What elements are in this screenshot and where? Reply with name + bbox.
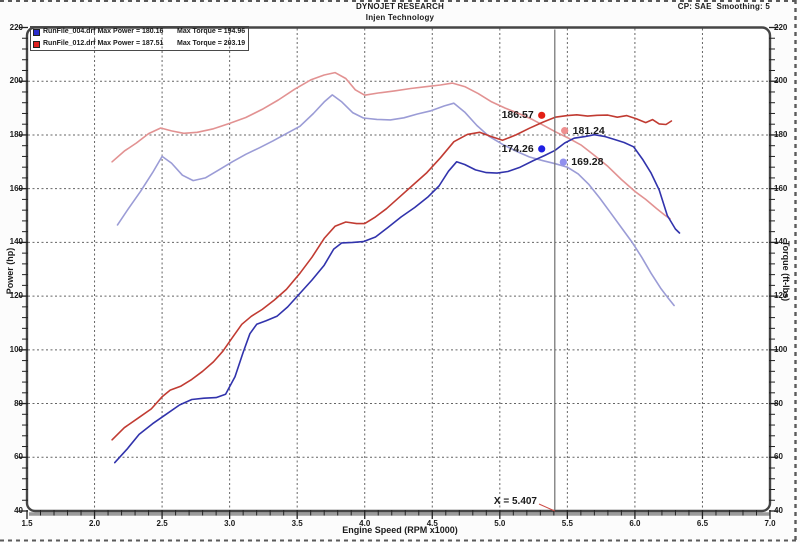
left-axis-tick-40: 40 xyxy=(14,506,23,515)
legend-entry-runfile-012[interactable]: RunFile_012.drf Max Power = 187.51 Max T… xyxy=(31,40,248,51)
readout-torque-blue: 169.28 xyxy=(571,156,604,169)
readout-torque-red: 181.24 xyxy=(572,124,605,137)
left-axis-tick-160: 160 xyxy=(9,183,23,193)
cursor-pointer-line xyxy=(538,503,556,512)
x-axis-tick-4.5: 4.5 xyxy=(426,519,438,528)
x-axis-tick-3.5: 3.5 xyxy=(291,519,303,528)
left-axis-tick-100: 100 xyxy=(9,344,23,354)
readout-marker xyxy=(538,111,546,119)
right-axis-tick-40: 40 xyxy=(774,506,783,515)
right-axis-tick-140: 140 xyxy=(774,237,788,247)
x-axis-tick-4.0: 4.0 xyxy=(359,519,371,528)
curve-runfile-004-drf-torque xyxy=(116,94,675,307)
right-axis-tick-80: 80 xyxy=(774,398,783,408)
right-axis-tick-220: 220 xyxy=(774,22,788,32)
x-axis-tick-7.0: 7.0 xyxy=(764,519,776,528)
x-axis-tick-6.0: 6.0 xyxy=(629,519,641,528)
readout-power-blue: 174.26 xyxy=(501,142,534,155)
x-axis-tick-5.0: 5.0 xyxy=(494,519,506,528)
left-axis-tick-200: 200 xyxy=(9,76,23,86)
x-axis-tick-1.5: 1.5 xyxy=(21,519,33,528)
x-axis-tick-5.5: 5.5 xyxy=(561,519,573,528)
x-axis-tick-2.5: 2.5 xyxy=(156,519,168,528)
readout-marker xyxy=(559,158,567,166)
curve-runfile-012-drf-power xyxy=(111,114,673,441)
left-axis-tick-220: 220 xyxy=(9,22,23,32)
left-axis-tick-60: 60 xyxy=(14,452,23,462)
x-axis-title: Engine Speed (RPM x1000) xyxy=(342,525,458,535)
right-axis-tick-180: 180 xyxy=(774,129,788,139)
legend-swatch-blue xyxy=(33,29,40,36)
readout-power-red: 186.57 xyxy=(501,109,534,122)
legend-run-torque-label: Max Torque = 203.19 xyxy=(177,40,246,47)
curve-runfile-004-drf-power xyxy=(114,133,681,464)
legend-box: RunFile_004.drf Max Power = 180.16 Max T… xyxy=(30,26,249,51)
right-axis-tick-60: 60 xyxy=(774,452,783,462)
right-axis-tick-160: 160 xyxy=(774,183,788,193)
plot-area xyxy=(27,27,770,511)
legend-entry-runfile-004[interactable]: RunFile_004.drf Max Power = 180.16 Max T… xyxy=(31,28,248,39)
right-axis-tick-120: 120 xyxy=(774,291,788,301)
legend-run-power-label: RunFile_004.drf Max Power = 180.16 xyxy=(43,28,164,35)
correction-smoothing-settings: CP: SAE Smoothing: 5 xyxy=(677,2,770,11)
left-axis-tick-180: 180 xyxy=(9,129,23,139)
right-axis-title: Torque (ft-lbs) xyxy=(781,240,791,302)
legend-swatch-red xyxy=(33,41,40,48)
chart-title: DYNOJET RESEARCH xyxy=(355,2,445,11)
right-axis-tick-200: 200 xyxy=(774,76,788,86)
legend-run-torque-label: Max Torque = 194.96 xyxy=(177,28,246,35)
left-axis-tick-120: 120 xyxy=(9,291,23,301)
chart-subtitle: Injen Technology xyxy=(365,13,435,22)
readout-marker xyxy=(538,145,546,153)
plot-border xyxy=(25,26,772,513)
legend-run-power-label: RunFile_012.drf Max Power = 187.51 xyxy=(43,40,164,47)
cursor-x-readout: X = 5.407 xyxy=(493,496,537,507)
left-axis-tick-80: 80 xyxy=(14,398,23,408)
left-axis-tick-140: 140 xyxy=(9,237,23,247)
readout-marker xyxy=(561,127,569,135)
left-axis-title: Power (hp) xyxy=(5,247,15,295)
x-axis-tick-3.0: 3.0 xyxy=(224,519,236,528)
curve-runfile-012-drf-torque xyxy=(111,71,671,220)
x-axis-tick-6.5: 6.5 xyxy=(696,519,709,528)
right-axis-tick-100: 100 xyxy=(774,344,788,354)
x-axis-tick-2.0: 2.0 xyxy=(88,519,101,528)
